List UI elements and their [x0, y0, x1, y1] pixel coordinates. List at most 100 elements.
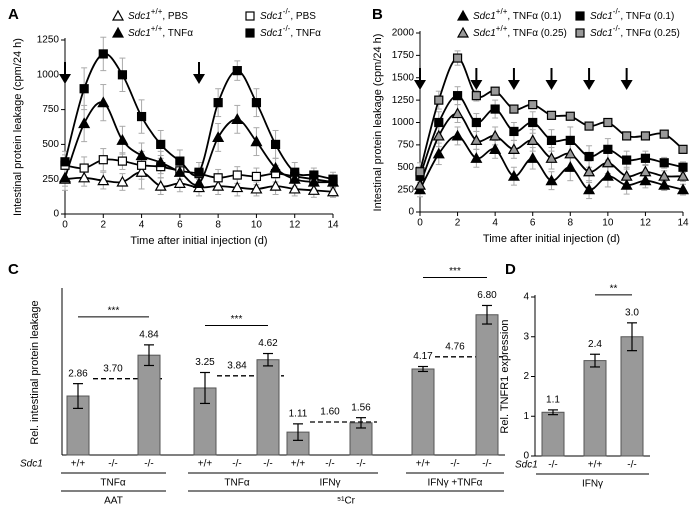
y-tick-label: 1250 — [37, 35, 60, 46]
data-point — [154, 156, 167, 168]
data-point — [154, 179, 167, 191]
data-point — [603, 117, 613, 128]
data-point — [175, 156, 185, 166]
data-point — [232, 170, 242, 180]
data-point — [270, 139, 281, 149]
data-point — [658, 169, 671, 181]
data-point — [78, 117, 91, 129]
y-tick-label: 2000 — [392, 28, 415, 39]
data-point — [251, 98, 262, 108]
x-tick-label: 12 — [640, 218, 652, 229]
bar — [583, 360, 607, 457]
category-label: +/+ — [198, 459, 213, 470]
section-label: IFNγ — [582, 479, 603, 490]
x-tick-label: 8 — [568, 218, 574, 229]
data-point — [565, 111, 575, 121]
value-label: 3.70 — [103, 363, 123, 374]
data-point — [434, 95, 444, 105]
data-point — [97, 96, 110, 108]
x-tick-label: 8 — [215, 220, 221, 231]
error-bar — [200, 371, 210, 405]
value-label: 4.76 — [445, 341, 465, 352]
section-label: AAT — [104, 496, 123, 507]
significance-label: ** — [610, 283, 618, 294]
significance-label: *** — [449, 266, 461, 277]
treatment-label: IFNγ — [319, 478, 340, 489]
injection-arrow — [620, 68, 633, 90]
panel-letter: C — [8, 261, 19, 278]
data-point — [546, 135, 557, 145]
category-label: -/- — [356, 459, 365, 470]
treatment-label: TNFα — [100, 478, 125, 489]
value-label: 2.4 — [588, 339, 602, 350]
data-point — [584, 151, 594, 162]
data-point — [434, 117, 444, 128]
data-point — [507, 143, 520, 154]
category-label: +/+ — [291, 459, 306, 470]
data-point — [269, 179, 282, 191]
data-point — [192, 177, 206, 188]
value-label: 1.60 — [320, 407, 340, 418]
data-point — [212, 179, 225, 191]
data-point — [603, 144, 613, 154]
data-point — [98, 49, 108, 59]
injection-arrow — [59, 62, 71, 84]
data-point — [231, 113, 244, 124]
error-bar — [293, 423, 303, 441]
x-tick-label: 10 — [602, 218, 614, 229]
y-tick-label: 750 — [397, 140, 414, 151]
data-point — [135, 149, 148, 161]
value-label: 2.86 — [68, 368, 88, 379]
data-point — [639, 174, 652, 186]
error-bar — [263, 352, 273, 367]
value-label: 4.62 — [258, 338, 278, 349]
category-label: +/+ — [588, 460, 603, 471]
category-label: +/+ — [416, 459, 431, 470]
panel-letter: B — [372, 6, 383, 23]
data-point — [288, 172, 301, 184]
y-axis-title: Intestinal protein leakage (cpm/24 h) — [372, 34, 384, 212]
legend-label: Sdc1+/+, TNFα (0.1) — [473, 7, 561, 22]
error-bar — [356, 417, 366, 429]
legend-label: Sdc1-/-, TNFα — [260, 24, 321, 39]
y-tick-label: 250 — [42, 174, 59, 185]
legend-label: Sdc1+/+, TNFα (0.25) — [473, 24, 567, 39]
legend-label: Sdc1+/+, TNFα — [128, 24, 193, 39]
y-axis-title: Rel. TNFR1 expression — [499, 319, 511, 433]
data-point — [212, 131, 225, 143]
section-label: ⁵¹Cr — [337, 496, 356, 507]
y-tick-label: 250 — [397, 184, 414, 195]
error-bar — [418, 365, 428, 373]
injection-arrow — [414, 68, 426, 90]
data-point — [507, 169, 520, 181]
y-tick-label: 1750 — [392, 50, 415, 61]
error-bar — [590, 353, 600, 368]
data-point — [117, 70, 128, 80]
data-point — [231, 181, 244, 193]
x-tick-label: 0 — [417, 218, 423, 229]
data-point — [658, 178, 671, 190]
data-point — [640, 131, 651, 141]
y-tick-label: 1500 — [392, 72, 415, 83]
bar — [475, 314, 499, 456]
error-bar — [627, 322, 637, 352]
significance-label: *** — [108, 306, 120, 317]
data-point — [78, 171, 91, 183]
data-point — [620, 178, 633, 190]
error-bar — [73, 383, 83, 409]
data-point — [135, 166, 148, 177]
data-point — [509, 104, 519, 114]
data-point — [545, 152, 558, 163]
legend-marker — [456, 9, 470, 21]
bar — [541, 411, 565, 457]
data-point — [288, 182, 301, 194]
data-point — [269, 161, 282, 173]
x-tick-label: 4 — [492, 218, 498, 229]
data-point — [639, 165, 652, 177]
data-point — [60, 157, 70, 167]
data-point — [564, 147, 577, 159]
arrow-head — [507, 80, 520, 90]
value-label: 3.25 — [195, 357, 215, 368]
treatment-label: TNFα — [224, 478, 249, 489]
